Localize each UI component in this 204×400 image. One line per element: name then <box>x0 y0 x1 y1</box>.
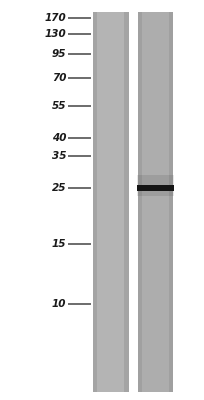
Text: 70: 70 <box>52 73 66 83</box>
Text: 35: 35 <box>52 151 66 161</box>
Text: 10: 10 <box>52 299 66 309</box>
Text: 55: 55 <box>52 101 66 111</box>
Text: 170: 170 <box>44 13 66 23</box>
Bar <box>93 12 129 392</box>
Text: 95: 95 <box>52 49 66 59</box>
Bar <box>137 175 174 196</box>
Bar <box>169 12 173 392</box>
Bar <box>132 12 138 392</box>
Text: 15: 15 <box>52 239 66 249</box>
Bar <box>93 12 97 392</box>
Text: 40: 40 <box>52 133 66 143</box>
Bar <box>138 12 142 392</box>
Bar <box>137 185 174 190</box>
Bar <box>124 12 129 392</box>
Text: 130: 130 <box>44 29 66 39</box>
Text: 25: 25 <box>52 183 66 193</box>
Bar <box>138 12 173 392</box>
